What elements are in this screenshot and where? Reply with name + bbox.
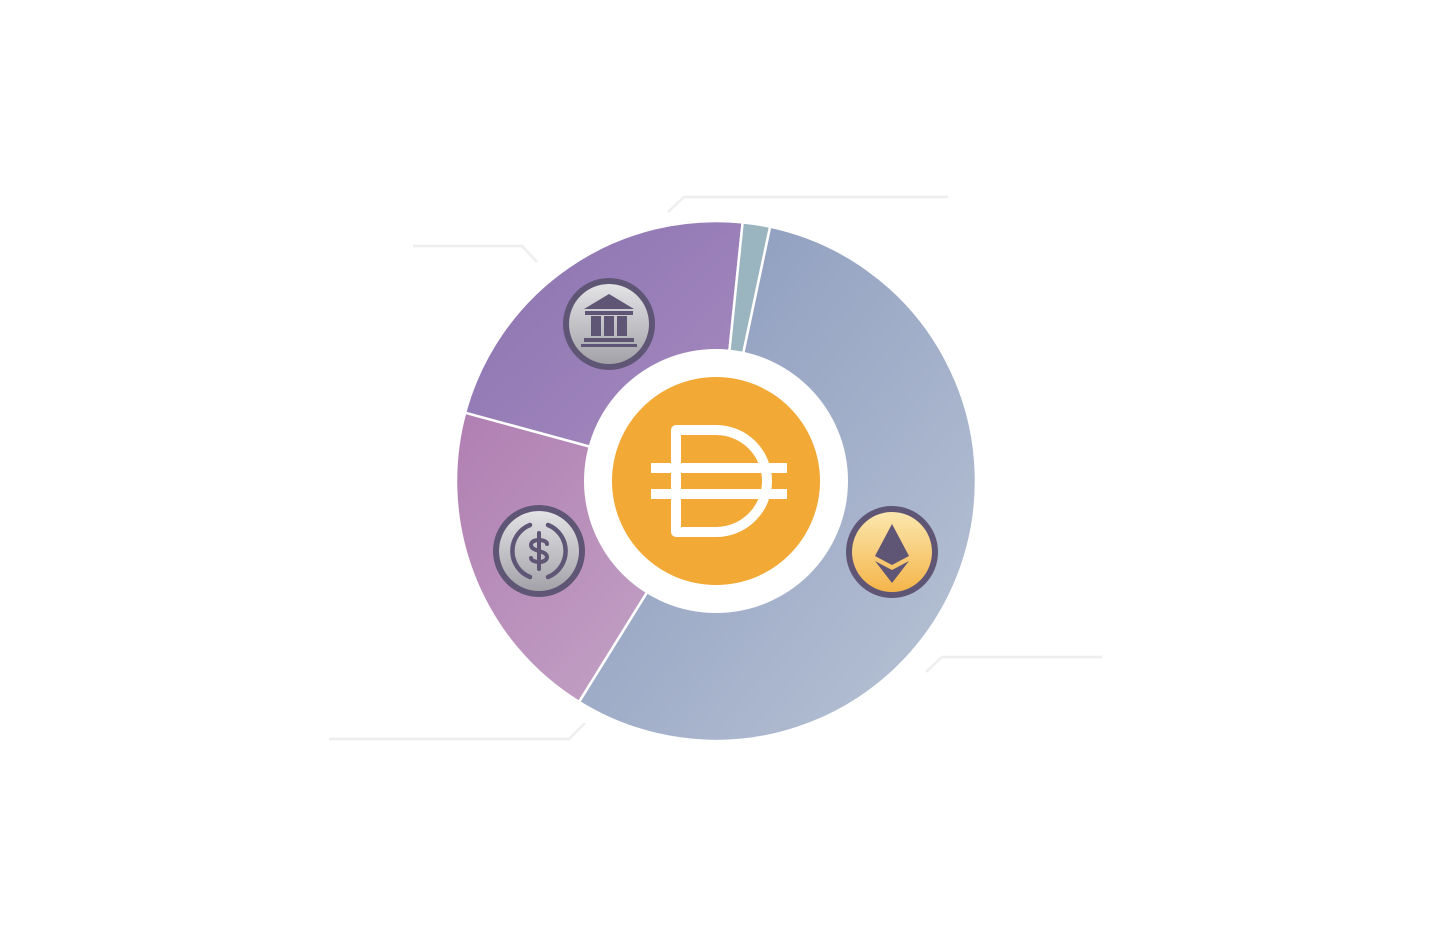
ethereum-icon	[846, 506, 938, 598]
dai-logo-icon	[651, 425, 787, 537]
center-dai-logo	[584, 349, 848, 613]
leader-line	[667, 195, 948, 213]
dai-coin	[612, 377, 820, 585]
slice-icons	[493, 278, 938, 598]
leader-line	[413, 244, 538, 263]
bank-icon	[563, 278, 655, 370]
usd-coin-icon	[493, 505, 585, 597]
leader-line	[925, 655, 1102, 673]
leader-line	[329, 722, 586, 741]
leader-lines	[329, 195, 1102, 741]
